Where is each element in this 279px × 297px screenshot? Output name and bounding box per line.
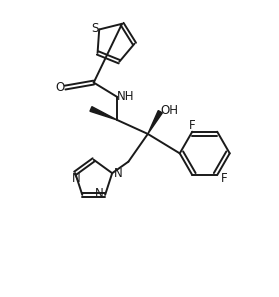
Text: N: N [114, 167, 123, 180]
Text: S: S [92, 22, 99, 35]
Text: OH: OH [160, 104, 178, 117]
Text: O: O [56, 81, 65, 94]
Polygon shape [148, 110, 162, 134]
Polygon shape [90, 107, 117, 120]
Text: N: N [72, 172, 81, 185]
Text: F: F [221, 172, 227, 185]
Text: F: F [189, 119, 196, 132]
Text: N: N [95, 187, 104, 200]
Text: NH: NH [117, 90, 134, 103]
